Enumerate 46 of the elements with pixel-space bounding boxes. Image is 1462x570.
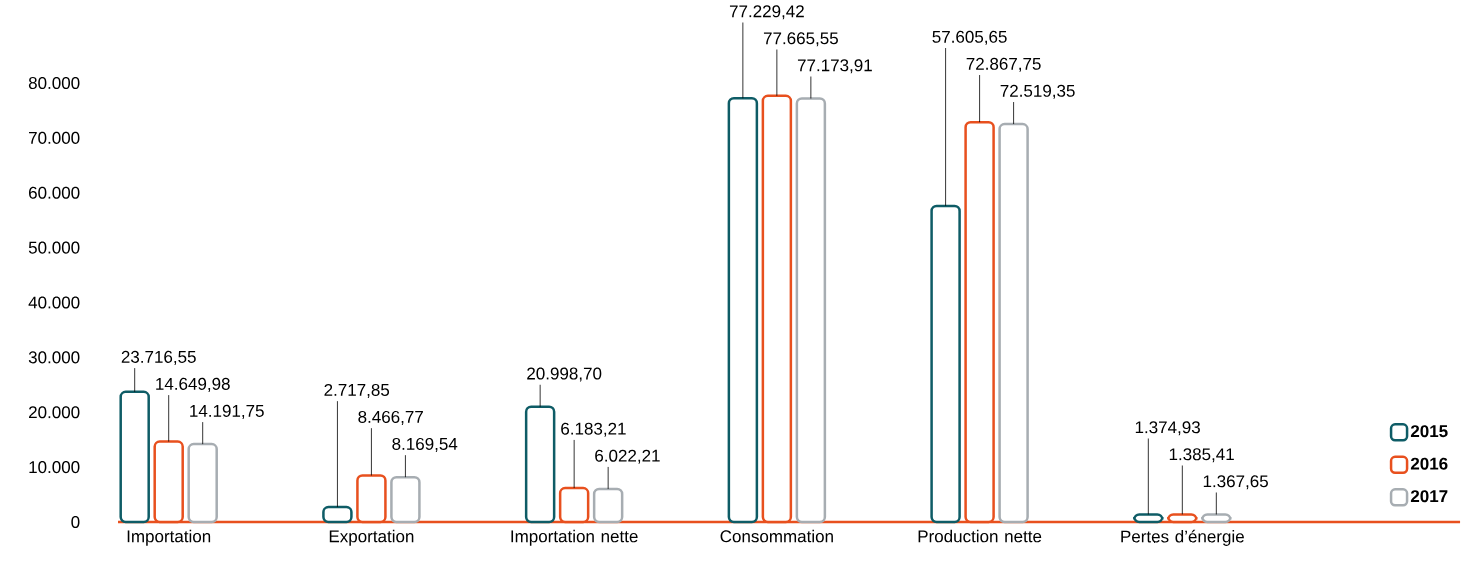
data-label: 14.191,75 [190,404,264,419]
data-label: 72.519,35 [1000,84,1075,99]
data-label: 1.367,65 [1203,475,1268,490]
data-label: 1.374,93 [1135,421,1200,436]
legend-label: 2016 [1410,457,1448,470]
legend-label: 2017 [1410,490,1448,503]
x-tick-label: Pertes d’énergie [1121,529,1244,546]
bar [524,405,556,524]
data-label: 77.665,55 [763,32,838,47]
y-tick-label: 10.000 [29,461,80,474]
data-label: 6.183,21 [561,422,626,437]
y-tick-label: 70.000 [29,131,80,144]
y-tick-label: 40.000 [28,296,80,309]
bar [592,487,624,524]
x-tick-label: Importation nette [511,529,638,546]
x-tick-label: Production nette [918,529,1042,543]
bar [727,96,759,524]
bar [322,505,353,524]
y-tick-label: 20.000 [29,406,80,419]
y-tick-label: 50.000 [28,241,80,254]
data-label: 6.022,21 [595,449,660,464]
bar [187,442,218,524]
data-label: 1.385,41 [1169,448,1234,463]
bar [930,204,961,524]
data-label: 57.605,65 [932,30,1007,45]
bar [998,122,1029,524]
bar [795,97,827,524]
x-tick-label: Consommation [720,529,833,543]
legend-label: 2015 [1410,425,1448,438]
data-label: 72.867,75 [966,57,1041,72]
data-label: 23.716,55 [121,350,196,365]
data-label: 8.466,77 [358,410,423,425]
data-label: 20.998,70 [527,367,602,382]
y-tick-label: 60.000 [29,186,80,199]
data-label: 14.649,98 [156,377,230,392]
y-tick-label: 30.000 [28,351,80,364]
data-label: 77.229,42 [729,5,804,20]
data-label: 8.169,54 [392,437,458,452]
data-label: 77.173,91 [797,59,872,74]
data-label: 2.717,85 [324,383,390,398]
bar [119,390,150,524]
y-tick-label: 80.000 [28,76,80,90]
x-tick-label: Exportation [329,529,414,546]
x-tick-label: Importation [127,529,211,546]
y-tick-label: 0 [71,515,80,529]
bar [390,475,421,524]
